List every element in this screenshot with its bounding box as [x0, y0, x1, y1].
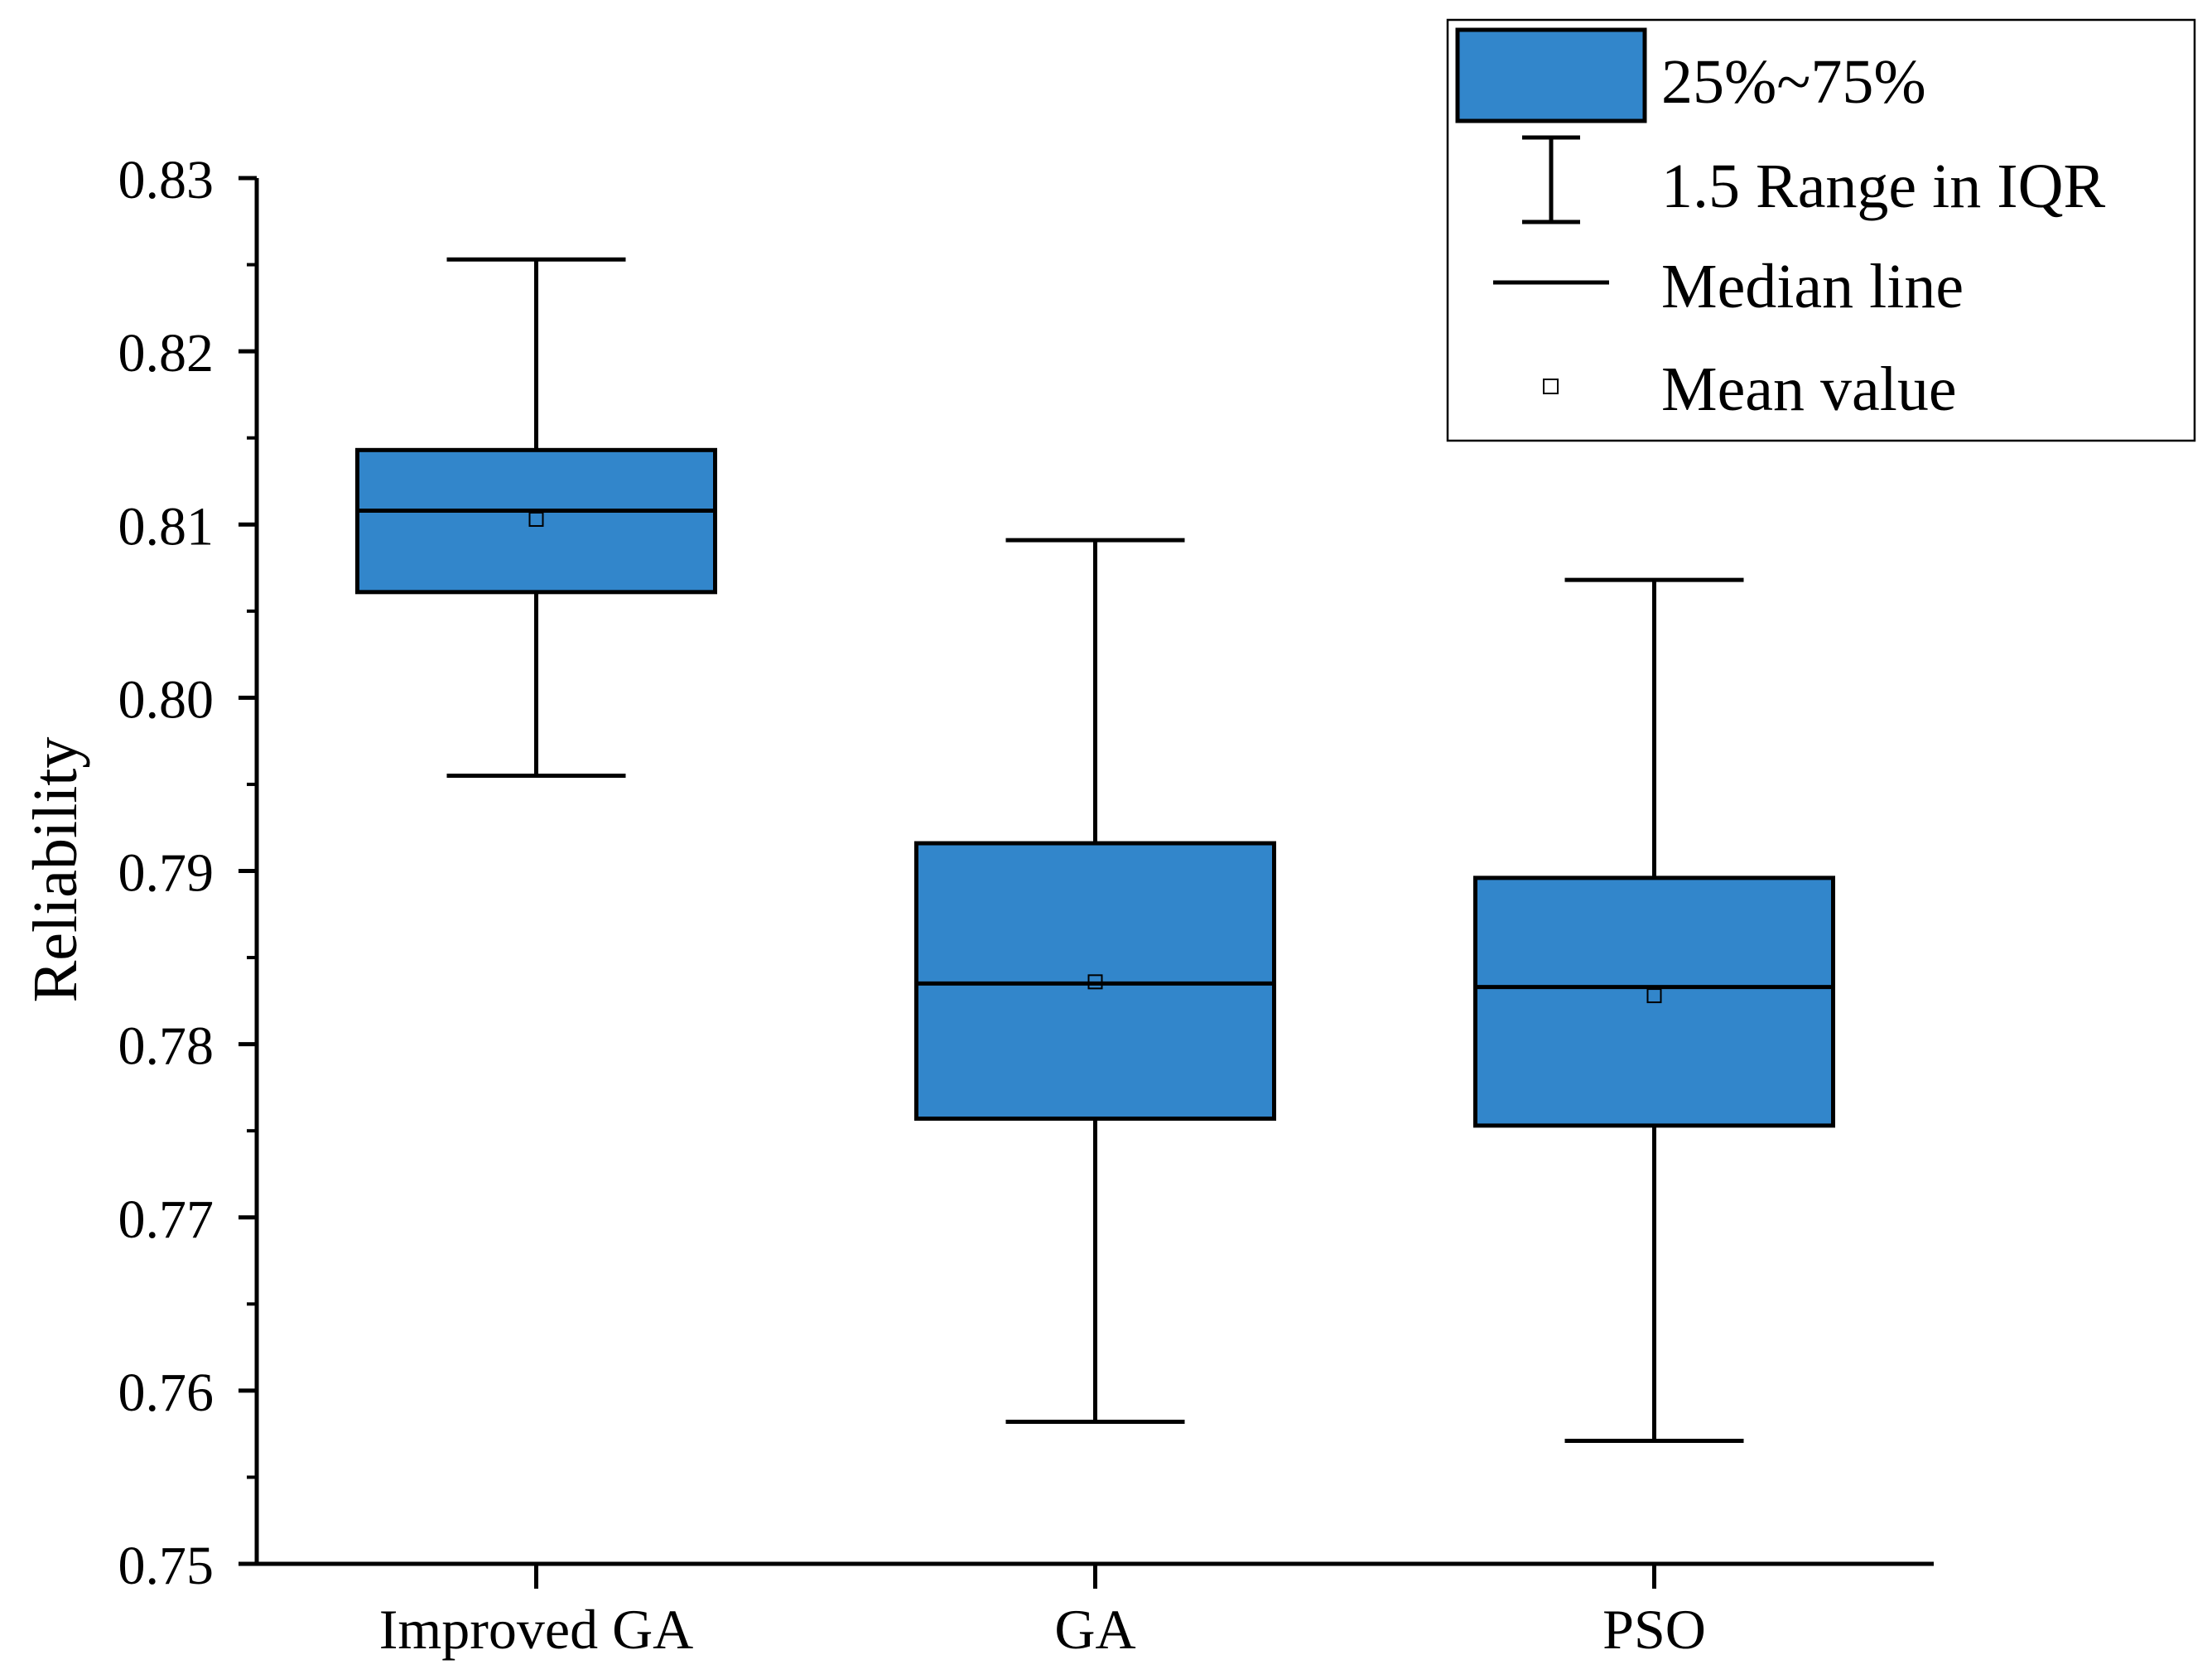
legend-whisker-symbol [1522, 135, 1580, 224]
y-tick-label: 0.81 [118, 496, 214, 557]
y-tick-label: 0.75 [118, 1536, 214, 1596]
y-tick-label: 0.82 [118, 323, 214, 384]
y-axis-tick-labels: 0.75 0.76 0.77 0.78 0.79 0.80 0.81 0.82 0.83 [118, 150, 214, 1596]
y-tick-label: 0.80 [118, 669, 214, 730]
x-category-label: Improved GA [379, 1598, 694, 1661]
legend: 25%~75% 1.5 Range in IQR Median line Mea… [1446, 18, 2196, 442]
box-series [355, 257, 1835, 1444]
legend-label-median: Median line [1661, 252, 1964, 321]
y-tick-label: 0.83 [118, 150, 214, 210]
y-tick-label: 0.76 [118, 1363, 214, 1423]
box-improved-ga [355, 257, 717, 778]
mean-marker [1646, 988, 1662, 1004]
legend-label-mean: Mean value [1661, 355, 1957, 424]
mean-marker [1087, 974, 1103, 990]
mean-marker [528, 511, 544, 527]
x-category-label: GA [1054, 1598, 1135, 1661]
box-ga [914, 538, 1276, 1425]
legend-label-iqr-box: 25%~75% [1661, 47, 1926, 117]
legend-mean-marker [1543, 379, 1559, 394]
y-tick-label: 0.79 [118, 843, 214, 904]
y-axis-title: Reliability [21, 737, 90, 1003]
box-pso [1473, 577, 1835, 1444]
legend-box-swatch [1455, 27, 1647, 123]
x-axis-category-labels: Improved GA GA PSO [379, 1598, 1706, 1661]
x-category-label: PSO [1602, 1598, 1706, 1661]
legend-label-whisker: 1.5 Range in IQR [1661, 152, 2105, 221]
y-tick-label: 0.77 [118, 1189, 214, 1250]
iqr-box [355, 447, 717, 595]
iqr-box [914, 841, 1276, 1122]
y-tick-label: 0.78 [118, 1016, 214, 1077]
x-axis-ticks [534, 1564, 1656, 1589]
y-axis-ticks [239, 176, 257, 1566]
